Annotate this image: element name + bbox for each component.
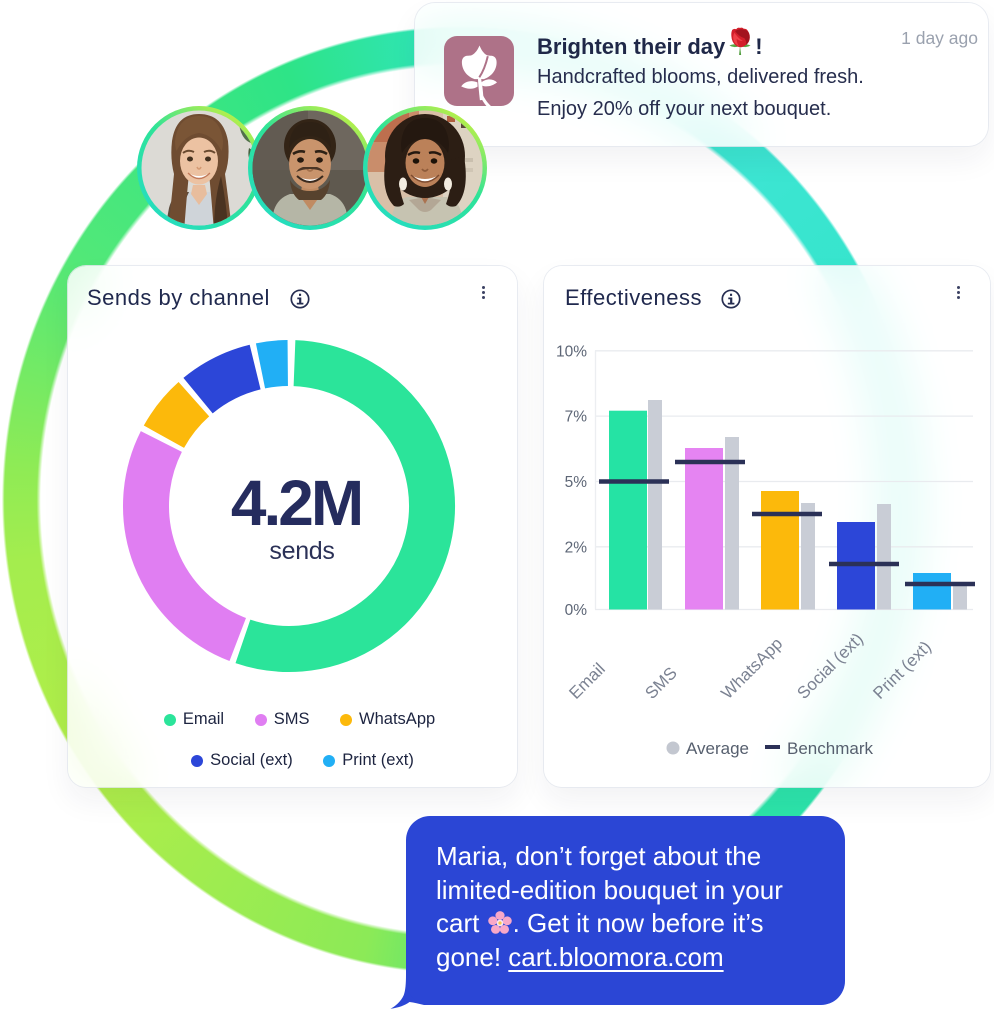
svg-text:Average: Average: [686, 739, 749, 758]
svg-text:10%: 10%: [556, 343, 587, 360]
svg-text:Print (ext): Print (ext): [869, 637, 935, 703]
svg-text:Email: Email: [565, 659, 608, 702]
svg-text:0%: 0%: [565, 602, 588, 619]
svg-text:5%: 5%: [565, 474, 588, 491]
svg-text:Social (ext): Social (ext): [793, 629, 867, 703]
svg-text:7%: 7%: [565, 409, 588, 426]
svg-text:SMS: SMS: [641, 663, 680, 702]
svg-text:2%: 2%: [565, 539, 588, 556]
svg-text:WhatsApp: WhatsApp: [717, 634, 786, 703]
svg-text:Benchmark: Benchmark: [787, 739, 873, 758]
